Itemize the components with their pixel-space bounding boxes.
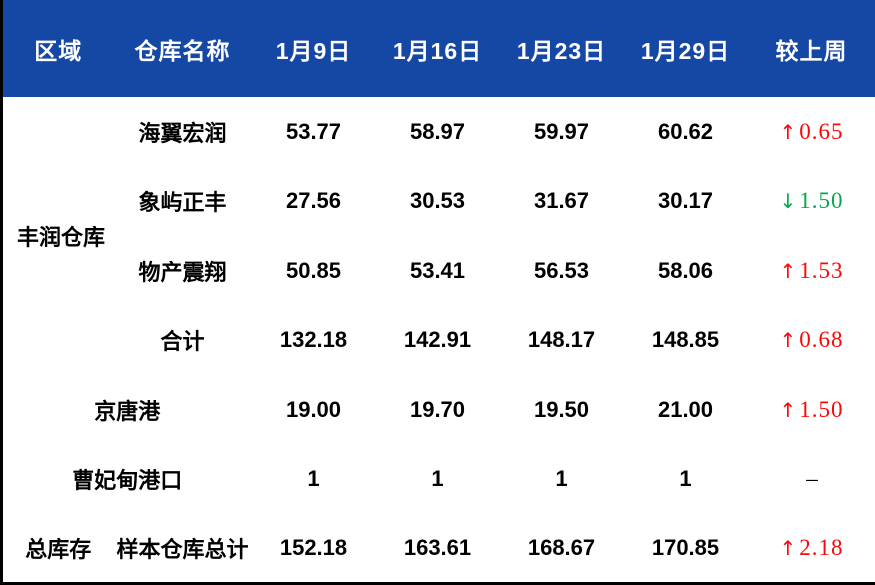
value-cell: 19.00: [285, 396, 342, 422]
change-value: 2.18: [799, 535, 844, 560]
warehouse-name: 象屿正丰: [138, 190, 227, 216]
warehouse-name: 海翼宏润: [138, 120, 227, 146]
change-cell: ↑1.53: [748, 236, 875, 306]
warehouse-name-total: 样本仓库总计: [116, 537, 249, 562]
col-header-change: 较上周: [747, 0, 875, 97]
value-cell: 148.17: [527, 327, 596, 353]
col-header-date-3: 1月23日: [499, 0, 624, 97]
table-header: 区域 仓库名称 1月9日 1月16日 1月23日 1月29日 较上周: [1, 0, 875, 97]
change-value: 1.50: [799, 188, 844, 214]
up-arrow-icon: ↑: [779, 119, 798, 144]
warehouse-name-subtotal: 合计: [160, 329, 205, 355]
change-value: 1.50: [799, 396, 844, 422]
value-cell: 30.53: [409, 188, 466, 214]
change-cell: ↓1.50: [748, 167, 875, 237]
value-cell: 60.62: [657, 118, 714, 144]
region-cell-fengrun: 丰润仓库: [17, 225, 106, 250]
col-header-region: 区域: [1, 0, 114, 97]
change-value: 0.65: [799, 118, 844, 144]
table-row-subtotal: 合计 132.18 142.91 148.17 148.85 ↑0.68: [2, 306, 875, 376]
table-row: 丰润仓库 海翼宏润 53.77 58.97 59.97 60.62 ↑0.65: [2, 97, 875, 250]
table-row: 曹妃甸港口 1 1 1 1 –: [2, 445, 875, 515]
up-arrow-icon: ↑: [779, 397, 798, 422]
region-cell-total: 总库存: [25, 537, 92, 562]
change-value: 1.53: [799, 257, 844, 283]
value-cell: 163.61: [403, 535, 472, 560]
warehouse-name-merged: 曹妃甸港口: [72, 468, 183, 494]
value-cell: 53.41: [409, 257, 466, 283]
table-row: 物产震翔 50.85 53.41 56.53 58.06 ↑1.53: [2, 236, 875, 306]
value-cell: 148.85: [651, 327, 720, 353]
value-cell: 31.67: [533, 188, 590, 214]
table-body: 丰润仓库 海翼宏润 53.77 58.97 59.97 60.62 ↑0.65 …: [2, 97, 875, 584]
col-header-warehouse: 仓库名称: [113, 0, 252, 97]
change-cell: ↑0.65: [748, 97, 875, 167]
down-arrow-icon: ↓: [779, 189, 798, 214]
table-row-grand-total: 总库存 样本仓库总计 152.18 163.61 168.67 170.85 ↑…: [2, 514, 875, 584]
value-cell: 19.70: [409, 396, 466, 422]
value-cell: 132.18: [279, 327, 348, 353]
value-cell: 1: [431, 466, 444, 492]
value-cell: 1: [679, 466, 692, 492]
value-cell: 1: [555, 466, 568, 492]
up-arrow-icon: ↑: [779, 258, 798, 283]
table-row: 象屿正丰 27.56 30.53 31.67 30.17 ↓1.50: [2, 167, 875, 237]
up-arrow-icon: ↑: [779, 328, 798, 353]
col-header-date-1: 1月9日: [251, 0, 376, 97]
change-cell: ↑0.68: [748, 306, 875, 376]
value-cell: 50.85: [285, 257, 342, 283]
value-cell: 58.06: [657, 257, 714, 283]
value-cell: 30.17: [657, 188, 714, 214]
up-arrow-icon: ↑: [779, 536, 798, 560]
table-row: 京唐港 19.00 19.70 19.50 21.00 ↑1.50: [2, 375, 875, 445]
header-row: 区域 仓库名称 1月9日 1月16日 1月23日 1月29日 较上周: [1, 0, 875, 97]
value-cell: 27.56: [285, 188, 342, 214]
warehouse-name-merged: 京唐港: [94, 398, 161, 424]
value-cell: 1: [307, 466, 320, 492]
value-cell: 21.00: [657, 396, 714, 422]
change-cell: ↑2.18: [748, 514, 875, 584]
value-cell: 142.91: [403, 327, 472, 353]
value-cell: 19.50: [533, 396, 590, 422]
col-header-date-4: 1月29日: [623, 0, 748, 97]
change-cell: ↑1.50: [748, 375, 875, 445]
change-value: 0.68: [799, 327, 844, 353]
change-value: –: [806, 466, 819, 492]
col-header-date-2: 1月16日: [375, 0, 500, 97]
change-cell: –: [748, 445, 875, 515]
value-cell: 168.67: [527, 535, 596, 560]
value-cell: 59.97: [533, 118, 590, 144]
value-cell: 170.85: [651, 535, 720, 560]
value-cell: 53.77: [285, 118, 342, 144]
value-cell: 152.18: [279, 535, 348, 560]
value-cell: 56.53: [533, 257, 590, 283]
value-cell: 58.97: [409, 118, 466, 144]
warehouse-name: 物产震翔: [138, 259, 227, 285]
